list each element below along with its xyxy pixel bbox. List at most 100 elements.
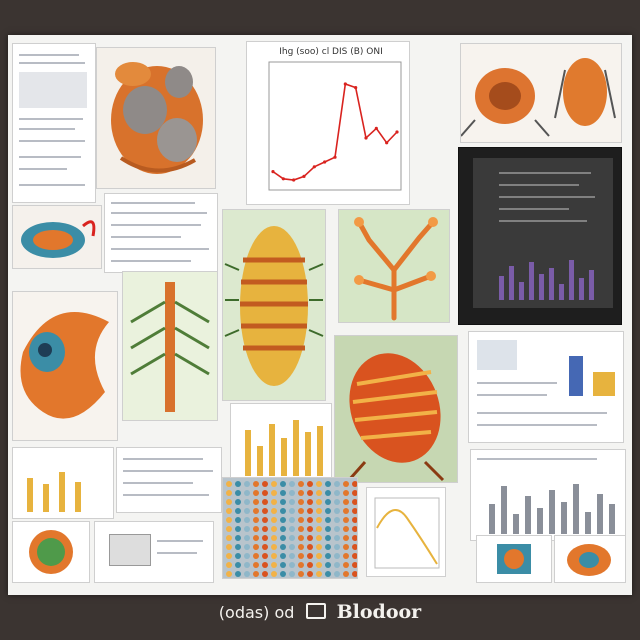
map-dot [262, 571, 268, 577]
map-dot [334, 490, 340, 496]
map-dot [298, 508, 304, 514]
map-dot [253, 517, 259, 523]
map-dot [253, 562, 259, 568]
map-dot [271, 499, 277, 505]
map-dot [334, 481, 340, 487]
map-dot [244, 571, 250, 577]
map-dot [289, 508, 295, 514]
map-dot [226, 526, 232, 532]
coral-illustration [354, 217, 438, 321]
map-dot [253, 535, 259, 541]
bottom-bars-panel [12, 447, 114, 519]
map-dot [325, 508, 331, 514]
map-dot [280, 499, 286, 505]
map-dot [289, 544, 295, 550]
map-dot [262, 517, 268, 523]
specimen-illustration-panel [12, 205, 102, 269]
map-dot [262, 562, 268, 568]
map-dot [253, 490, 259, 496]
line-chart-panel: Ihg (soo) cl DIS (B) ONI [246, 41, 410, 205]
map-dot [352, 553, 357, 559]
map-dot [289, 562, 295, 568]
small-curve-panel [366, 487, 446, 577]
map-dot [244, 535, 250, 541]
map-dot [316, 535, 322, 541]
caption-bar: (odas) od Blodoor [0, 601, 640, 623]
data-point-8 [354, 86, 358, 90]
map-dot [271, 490, 277, 496]
map-dot [316, 508, 322, 514]
map-dot [307, 526, 313, 532]
map-dot [262, 490, 268, 496]
map-dot [226, 553, 232, 559]
map-dot [352, 490, 357, 496]
map-dot [226, 517, 232, 523]
map-dot [307, 544, 313, 550]
map-dot [289, 526, 295, 532]
map-dot [244, 517, 250, 523]
caption-prefix: (odas) od [218, 603, 295, 622]
data-point-11 [385, 141, 389, 145]
map-dot [307, 490, 313, 496]
map-dot [316, 553, 322, 559]
brand-name: Blodoor [336, 601, 422, 623]
map-dot [271, 481, 277, 487]
map-dot [235, 481, 241, 487]
map-dot [226, 544, 232, 550]
map-dot [244, 544, 250, 550]
map-dot [271, 553, 277, 559]
dark-monitor-panel [458, 147, 622, 325]
map-dot [271, 562, 277, 568]
map-dot [235, 508, 241, 514]
layout-document-panel [468, 331, 624, 443]
map-dot [298, 526, 304, 532]
map-dot [244, 562, 250, 568]
map-dot [280, 553, 286, 559]
data-point-7 [343, 82, 347, 86]
map-dot [325, 517, 331, 523]
map-dot [253, 526, 259, 532]
map-dot [325, 562, 331, 568]
map-dot [316, 481, 322, 487]
thumbnail-b-panel [554, 535, 626, 583]
map-dot [244, 490, 250, 496]
map-dot [352, 535, 357, 541]
series-line [272, 82, 398, 181]
map-dot [244, 499, 250, 505]
map-dot [352, 481, 357, 487]
map-dot [226, 490, 232, 496]
map-dot [352, 526, 357, 532]
map-dot [316, 544, 322, 550]
map-dot [298, 490, 304, 496]
insect-head-illustration-panel [460, 43, 622, 143]
map-dot [226, 499, 232, 505]
map-dot [271, 544, 277, 550]
map-dot [253, 508, 259, 514]
map-dot [280, 508, 286, 514]
map-dot [343, 481, 349, 487]
data-point-9 [364, 136, 368, 140]
fish-specimen-panel [12, 291, 118, 441]
map-dot [343, 535, 349, 541]
text-document-panel [104, 193, 218, 273]
arthropod-illustration [224, 226, 324, 386]
map-dot [316, 526, 322, 532]
map-dot [280, 571, 286, 577]
map-dot [262, 553, 268, 559]
map-dot [235, 517, 241, 523]
map-dot [298, 553, 304, 559]
map-dot [235, 571, 241, 577]
device-thumbnail-panel [94, 521, 214, 583]
map-dot [235, 499, 241, 505]
data-point-1 [281, 177, 285, 181]
beetle-illustration-panel [334, 335, 458, 483]
chart-title: Ihg (soo) cl DIS (B) ONI [279, 47, 383, 57]
map-dot [307, 535, 313, 541]
map-dot [316, 562, 322, 568]
data-point-3 [302, 174, 306, 178]
insect-head-illustration [461, 58, 616, 137]
map-dot [235, 490, 241, 496]
map-dot [262, 535, 268, 541]
map-dot [244, 508, 250, 514]
map-dot [289, 535, 295, 541]
